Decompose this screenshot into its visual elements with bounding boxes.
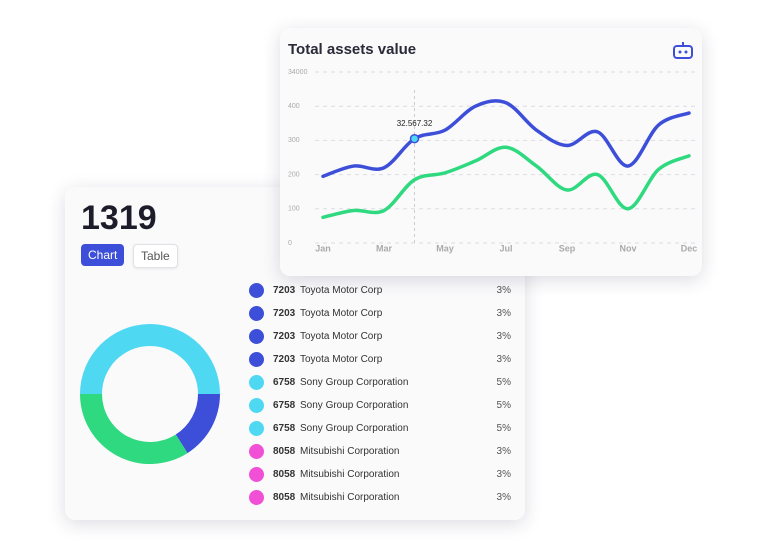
ticker: 8058 (273, 469, 296, 480)
company-name: Mitsubishi Corporation (300, 492, 400, 503)
holding-dot (249, 352, 264, 367)
share: 3% (496, 308, 511, 319)
share: 3% (496, 354, 511, 365)
chart-tab[interactable]: Chart (81, 244, 125, 266)
donut-chart (80, 324, 220, 464)
holding-row: 6758 Sony Group Corporation 5% (249, 373, 511, 396)
company-name: Sony Group Corporation (300, 400, 409, 411)
holding-row: 7203 Toyota Motor Corp 3% (249, 304, 511, 327)
share: 3% (496, 331, 511, 342)
total: 1319 (81, 199, 157, 237)
share: 5% (496, 377, 511, 388)
holding-dot (249, 490, 264, 505)
holding-row: 8058 Mitsubishi Corporation 3% (249, 465, 511, 488)
company-name: Sony Group Corporation (300, 377, 409, 388)
company-name: Mitsubishi Corporation (300, 446, 400, 457)
donut-segment (175, 394, 220, 454)
ticker: 7203 (273, 308, 296, 319)
ticker: 6758 (273, 377, 296, 388)
holding-row: 6758 Sony Group Corporation 5% (249, 419, 511, 442)
ticker: 6758 (273, 400, 296, 411)
ticker: 7203 (273, 331, 296, 342)
company-name: Toyota Motor Corp (300, 354, 383, 365)
share: 5% (496, 400, 511, 411)
donut-segment (80, 394, 188, 464)
holding-dot (249, 329, 264, 344)
company-name: Mitsubishi Corporation (300, 469, 400, 480)
assets-card: Total assets value (280, 28, 702, 276)
ticker: 7203 (273, 285, 296, 296)
holding-dot (249, 467, 264, 482)
bot-icon[interactable] (672, 40, 694, 60)
ticker: 8058 (273, 446, 296, 457)
card-title: Total assets value (288, 41, 417, 58)
holding-dot (249, 398, 264, 413)
holding-row: 8058 Mitsubishi Corporation 3% (249, 488, 511, 511)
ticker: 7203 (273, 354, 296, 365)
holding-row: 6758 Sony Group Corporation 5% (249, 396, 511, 419)
holding-dot (249, 375, 264, 390)
donut-segment (80, 324, 220, 394)
company-name: Toyota Motor Corp (300, 331, 383, 342)
table-tab[interactable]: Table (133, 244, 178, 268)
share: 3% (496, 446, 511, 457)
company-name: Sony Group Corporation (300, 423, 409, 434)
ticker: 8058 (273, 492, 296, 503)
holding-dot (249, 444, 264, 459)
ticker: 6758 (273, 423, 296, 434)
holding-row: 8058 Mitsubishi Corporation 3% (249, 442, 511, 465)
holding-dot (249, 283, 264, 298)
share: 5% (496, 423, 511, 434)
company-name: Toyota Motor Corp (300, 285, 383, 296)
holding-row: 7203 Toyota Motor Corp 3% (249, 327, 511, 350)
share: 3% (496, 285, 511, 296)
company-name: Toyota Motor Corp (300, 308, 383, 319)
holding-row: 7203 Toyota Motor Corp 3% (249, 281, 511, 304)
share: 3% (496, 469, 511, 480)
holding-dot (249, 306, 264, 321)
holding-row: 7203 Toyota Motor Corp 3% (249, 350, 511, 373)
holding-dot (249, 421, 264, 436)
share: 3% (496, 492, 511, 503)
